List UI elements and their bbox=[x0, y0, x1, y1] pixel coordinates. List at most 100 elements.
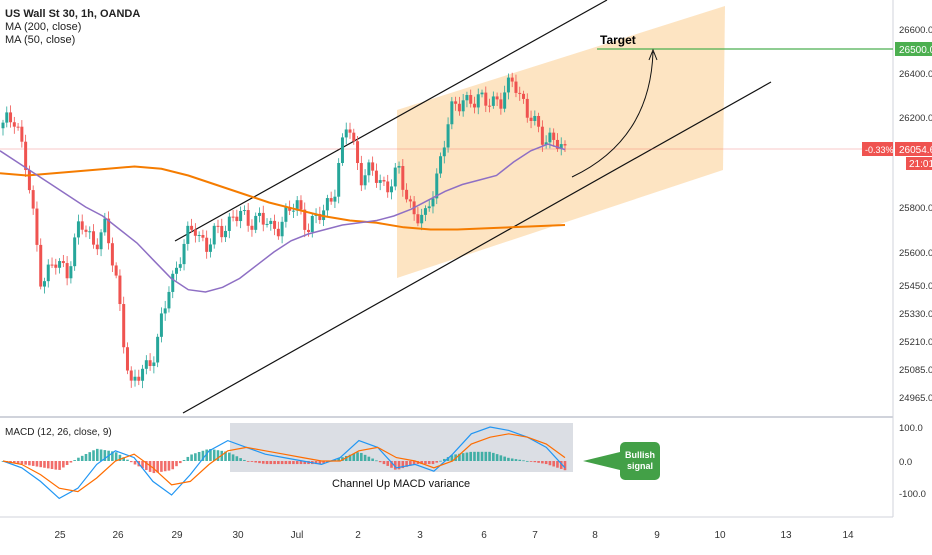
candle-body[interactable] bbox=[503, 92, 507, 109]
candle-body[interactable] bbox=[5, 112, 9, 123]
candle-body[interactable] bbox=[171, 273, 175, 292]
candle-body[interactable] bbox=[144, 360, 148, 369]
candle-body[interactable] bbox=[46, 264, 50, 282]
candle-body[interactable] bbox=[563, 144, 567, 146]
candle-body[interactable] bbox=[61, 261, 65, 264]
candle-body[interactable] bbox=[208, 244, 212, 252]
signal-line[interactable] bbox=[2, 433, 566, 493]
channel-lower-line[interactable] bbox=[182, 81, 772, 414]
candle-body[interactable] bbox=[197, 235, 201, 237]
candle-body[interactable] bbox=[125, 347, 129, 371]
candle-body[interactable] bbox=[152, 362, 156, 367]
candle-body[interactable] bbox=[352, 132, 356, 142]
candle-body[interactable] bbox=[27, 170, 31, 191]
candle-body[interactable] bbox=[371, 162, 375, 171]
candle-body[interactable] bbox=[454, 101, 458, 104]
candle-body[interactable] bbox=[488, 105, 492, 107]
candle-body[interactable] bbox=[265, 223, 269, 225]
candle-body[interactable] bbox=[337, 163, 341, 197]
candle-body[interactable] bbox=[427, 206, 431, 209]
candle-body[interactable] bbox=[367, 162, 371, 176]
candle-body[interactable] bbox=[16, 126, 20, 128]
candle-body[interactable] bbox=[416, 214, 420, 224]
candle-body[interactable] bbox=[65, 263, 69, 279]
candle-body[interactable] bbox=[269, 220, 273, 224]
candle-body[interactable] bbox=[114, 265, 118, 276]
candle-body[interactable] bbox=[450, 101, 454, 125]
candle-body[interactable] bbox=[231, 216, 235, 218]
candle-body[interactable] bbox=[9, 112, 13, 123]
candle-body[interactable] bbox=[442, 147, 446, 157]
candle-body[interactable] bbox=[246, 210, 250, 226]
candle-body[interactable] bbox=[254, 215, 258, 230]
candle-body[interactable] bbox=[42, 281, 46, 287]
candle-body[interactable] bbox=[548, 132, 552, 143]
candle-body[interactable] bbox=[363, 175, 367, 186]
candle-body[interactable] bbox=[559, 144, 563, 149]
candle-body[interactable] bbox=[242, 210, 246, 212]
candle-body[interactable] bbox=[533, 115, 537, 121]
candle-body[interactable] bbox=[69, 266, 73, 279]
ma200-line[interactable] bbox=[0, 165, 566, 231]
candle-body[interactable] bbox=[58, 261, 62, 268]
candle-body[interactable] bbox=[529, 117, 533, 121]
candle-body[interactable] bbox=[506, 77, 510, 93]
candle-body[interactable] bbox=[73, 237, 77, 267]
candle-body[interactable] bbox=[540, 126, 544, 145]
ma200-legend[interactable]: MA (200, close) bbox=[5, 21, 82, 33]
candle-body[interactable] bbox=[457, 103, 461, 112]
channel-upper-line[interactable] bbox=[174, 0, 608, 242]
candle-body[interactable] bbox=[224, 230, 228, 238]
candle-body[interactable] bbox=[461, 100, 465, 112]
candle-body[interactable] bbox=[118, 275, 122, 305]
candle-body[interactable] bbox=[12, 122, 16, 127]
candle-body[interactable] bbox=[495, 96, 499, 100]
candle-body[interactable] bbox=[514, 81, 518, 93]
candle-body[interactable] bbox=[329, 198, 333, 202]
candle-body[interactable] bbox=[518, 92, 522, 94]
candle-body[interactable] bbox=[386, 181, 390, 193]
candle-body[interactable] bbox=[103, 218, 107, 233]
candle-body[interactable] bbox=[310, 215, 314, 233]
price-axis[interactable]: 26600.0 26400.0 26200.0 25800.0 25600.0 25450… bbox=[899, 25, 932, 404]
candle-body[interactable] bbox=[122, 304, 126, 348]
candle-body[interactable] bbox=[420, 214, 424, 224]
candle-body[interactable] bbox=[382, 180, 386, 182]
candle-body[interactable] bbox=[182, 243, 186, 265]
candle-body[interactable] bbox=[423, 208, 427, 215]
candle-body[interactable] bbox=[356, 141, 360, 164]
candle-body[interactable] bbox=[129, 370, 133, 381]
candle-body[interactable] bbox=[212, 225, 216, 245]
candle-body[interactable] bbox=[499, 99, 503, 109]
candle-body[interactable] bbox=[88, 231, 92, 233]
candle-body[interactable] bbox=[408, 199, 412, 202]
candle-body[interactable] bbox=[295, 200, 299, 211]
candle-body[interactable] bbox=[239, 210, 243, 222]
time-axis[interactable]: 25 26 29 30 Jul 2 3 6 7 8 9 10 13 14 bbox=[54, 530, 854, 541]
candle-body[interactable] bbox=[257, 212, 261, 216]
candle-body[interactable] bbox=[333, 196, 337, 202]
ma50-line[interactable] bbox=[0, 143, 566, 293]
candle-body[interactable] bbox=[205, 237, 209, 252]
candle-body[interactable] bbox=[99, 232, 103, 250]
candle-body[interactable] bbox=[110, 243, 114, 266]
candle-body[interactable] bbox=[186, 225, 190, 244]
candle-body[interactable] bbox=[288, 207, 292, 211]
candle-body[interactable] bbox=[227, 216, 231, 231]
candle-body[interactable] bbox=[480, 92, 484, 95]
candle-body[interactable] bbox=[555, 139, 559, 149]
candle-body[interactable] bbox=[299, 200, 303, 210]
candle-body[interactable] bbox=[280, 221, 284, 237]
candle-body[interactable] bbox=[552, 132, 556, 140]
projection-arrow[interactable] bbox=[571, 51, 654, 178]
candle-body[interactable] bbox=[80, 221, 84, 230]
candle-body[interactable] bbox=[107, 218, 111, 244]
candle-body[interactable] bbox=[325, 198, 329, 211]
candle-body[interactable] bbox=[303, 209, 307, 230]
candle-body[interactable] bbox=[20, 126, 24, 142]
candle-body[interactable] bbox=[439, 156, 443, 174]
candle-body[interactable] bbox=[156, 336, 160, 363]
candle-body[interactable] bbox=[465, 95, 469, 101]
candle-body[interactable] bbox=[397, 166, 401, 168]
